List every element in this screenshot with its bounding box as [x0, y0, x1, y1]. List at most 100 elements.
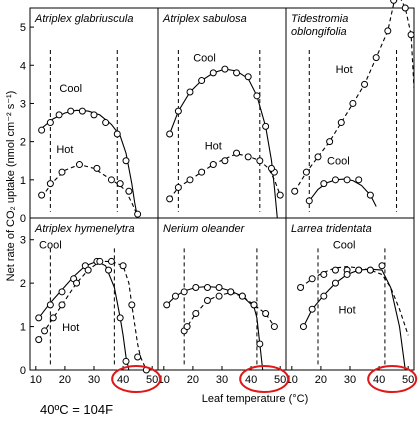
- data-point-hot: [215, 292, 223, 300]
- data-point-cool: [38, 126, 46, 134]
- data-point-hot: [314, 153, 322, 161]
- series-annotation: Hot: [339, 305, 356, 317]
- data-point-hot: [174, 183, 182, 191]
- data-point-hot: [183, 323, 191, 331]
- panel-0: Atriplex glabriuscula 0 1 2 3 4 5 Cool Hot: [20, 7, 159, 225]
- series-annotation: Cool: [333, 239, 356, 251]
- panel-title-line: oblongifolia: [291, 26, 347, 38]
- x-tick-label: 30: [344, 374, 356, 386]
- data-point-hot: [84, 266, 92, 274]
- data-point-hot: [73, 279, 81, 287]
- data-point-hot: [390, 0, 398, 4]
- data-point-cool: [116, 314, 124, 322]
- x-tick-label: 20: [315, 374, 327, 386]
- data-point-cool: [58, 288, 66, 296]
- data-point-hot: [276, 191, 284, 199]
- x-tick-label: 30: [216, 374, 228, 386]
- data-point-hot: [267, 164, 275, 172]
- x-tick-label: 30: [88, 374, 100, 386]
- x-tick-label: 10: [30, 374, 42, 386]
- data-point-cool: [262, 122, 270, 130]
- series-annotation: Cool: [39, 239, 62, 251]
- data-point-hot: [238, 292, 246, 300]
- highlight-ellipses: [111, 365, 418, 393]
- data-point-hot: [134, 353, 142, 361]
- series-annotation: Cool: [327, 156, 350, 168]
- panel-title: Larrea tridentata: [291, 223, 372, 235]
- series-line-cool: [169, 68, 278, 219]
- data-point-cool: [67, 107, 75, 115]
- data-point-hot: [46, 180, 54, 188]
- x-tick-label: 50: [146, 374, 158, 386]
- data-point-cool: [233, 69, 241, 77]
- data-point-cool: [320, 180, 328, 188]
- data-point-cool: [122, 157, 130, 165]
- data-point-cool: [253, 92, 261, 100]
- data-point-cool: [343, 176, 351, 184]
- data-point-hot: [233, 149, 241, 157]
- data-point-cool: [221, 65, 229, 73]
- data-point-hot: [343, 270, 351, 278]
- data-point-cool: [46, 301, 54, 309]
- data-point-cool: [105, 266, 113, 274]
- data-point-cool: [305, 197, 313, 205]
- data-point-cool: [122, 357, 130, 365]
- data-point-cool: [35, 314, 43, 322]
- x-tick-label: 50: [274, 374, 286, 386]
- data-point-cool: [192, 283, 200, 291]
- series-line-hot: [303, 268, 406, 371]
- data-point-cool: [78, 107, 86, 115]
- data-point-hot: [198, 168, 206, 176]
- series-annotation: Hot: [56, 144, 73, 156]
- data-point-hot: [49, 314, 57, 322]
- panel-title: Atriplex hymenelytra: [34, 223, 135, 235]
- data-point-cool: [113, 130, 121, 138]
- data-point-hot: [192, 310, 200, 318]
- data-point-hot: [166, 195, 174, 203]
- data-point-hot: [270, 323, 278, 331]
- data-point-hot: [337, 119, 345, 127]
- data-point-hot: [308, 305, 316, 313]
- data-point-hot: [227, 288, 235, 296]
- data-point-cool: [331, 176, 339, 184]
- data-point-cool: [46, 119, 54, 127]
- x-tick-label: 40: [245, 374, 257, 386]
- data-point-hot: [58, 301, 66, 309]
- data-point-cool: [209, 69, 217, 77]
- data-point-hot: [107, 176, 115, 184]
- data-point-cool: [320, 270, 328, 278]
- data-point-cool: [198, 77, 206, 85]
- panel-2: Tidestromia oblongifolia Hot Cool: [285, 0, 415, 219]
- data-point-hot: [361, 80, 369, 88]
- data-point-hot: [372, 54, 380, 62]
- x-tick-label: 40: [373, 374, 385, 386]
- data-point-hot: [250, 301, 258, 309]
- y-tick-label: 3: [20, 235, 26, 247]
- data-point-hot: [407, 31, 415, 39]
- data-point-cool: [180, 288, 188, 296]
- data-point-hot: [326, 138, 334, 146]
- data-point-hot: [209, 161, 217, 169]
- series-annotation: Cool: [59, 83, 82, 95]
- data-point-cool: [297, 283, 305, 291]
- y-axis-label: Net rate of CO₂ uptake (nmol cm⁻² s⁻¹): [5, 91, 17, 282]
- data-point-hot: [299, 323, 307, 331]
- data-point-cool: [171, 292, 179, 300]
- data-point-hot: [262, 310, 270, 318]
- highlight-ellipse: [111, 365, 162, 393]
- data-point-hot: [119, 262, 127, 270]
- data-point-hot: [221, 157, 229, 165]
- data-point-hot: [244, 153, 252, 161]
- panel-title-line: Tidestromia: [291, 13, 348, 25]
- data-point-cool: [203, 283, 211, 291]
- data-point-hot: [378, 262, 386, 270]
- x-axis-label: Leaf temperature (°C): [202, 393, 309, 405]
- data-point-cool: [256, 340, 264, 348]
- x-tick-label: 40: [117, 374, 129, 386]
- y-tick-label: 2: [20, 137, 26, 149]
- data-point-hot: [384, 27, 392, 35]
- series-line-cool: [308, 178, 377, 207]
- series-line-cool: [166, 286, 264, 371]
- y-tick-label: 0: [20, 213, 26, 225]
